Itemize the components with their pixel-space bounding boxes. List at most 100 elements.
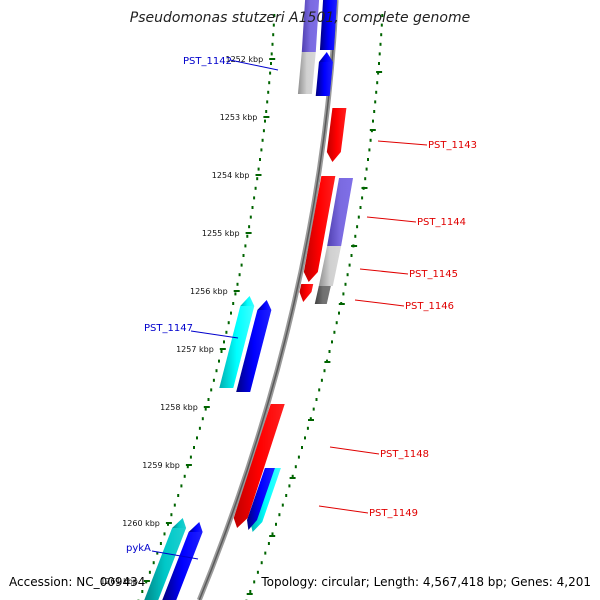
tick-dot-right (320, 378, 323, 382)
tick-dot-right (367, 158, 369, 161)
tick-dot-left (227, 321, 230, 325)
tick-dot-left (210, 388, 213, 392)
gene-leader-line (151, 550, 199, 560)
gene-label-pst-1145[interactable]: PST_1145 (409, 269, 458, 280)
tick-dot-left (225, 330, 228, 334)
gene-label-pst-1149[interactable]: PST_1149 (369, 508, 418, 519)
tick-dot-right (376, 81, 379, 85)
gene-block-pst-1142-blue[interactable] (315, 62, 333, 96)
tick-dot-right (369, 138, 372, 142)
tick-dot-left (220, 350, 223, 353)
tick-dot-left (248, 225, 251, 229)
tick-dot-left (251, 206, 254, 209)
tick-dot-left (256, 177, 259, 181)
gene-leader-line (190, 330, 239, 339)
tick-dot-left (152, 561, 155, 565)
gene-block-pst-1145[interactable] (318, 246, 342, 286)
kbp-tick-left (203, 406, 210, 408)
gene-leader-line (359, 268, 409, 275)
kbp-tick-right (351, 245, 358, 247)
kbp-tick-right (308, 419, 314, 421)
tick-dot-right (249, 590, 252, 593)
tick-dot-left (271, 42, 274, 46)
gene-block-pst-1147-blue[interactable] (236, 310, 272, 392)
tick-dot-right (380, 33, 383, 37)
kbp-tick-label: 1252 kbp (225, 55, 263, 64)
tick-dot-right (335, 321, 338, 325)
kbp-tick-left (255, 174, 262, 176)
kbp-tick-label: 1260 kbp (122, 519, 160, 528)
tick-dot-right (333, 330, 336, 334)
tick-dot-left (269, 71, 272, 75)
tick-dot-left (212, 378, 215, 382)
tick-dot-right (304, 436, 306, 440)
tick-dot-left (268, 81, 271, 85)
kbp-tick-left (185, 464, 192, 466)
tick-dot-left (196, 436, 198, 440)
tick-dot-right (318, 388, 321, 392)
gene-block-pst-1142-blue[interactable] (319, 0, 338, 50)
tick-dot-right (285, 494, 288, 497)
gene-block-pst-1146-dark[interactable] (314, 286, 331, 304)
gene-block-pst-1143[interactable] (326, 108, 347, 162)
tick-dot-right (354, 234, 357, 238)
tick-dot-left (218, 359, 220, 363)
gene-label-pyka[interactable]: pykA (126, 543, 151, 554)
tick-dot-left (198, 426, 201, 430)
kbp-tick-right (324, 361, 331, 363)
tick-dot-right (297, 455, 300, 459)
gene-features (144, 0, 354, 600)
tick-dot-right (338, 311, 340, 315)
tick-dot-left (236, 282, 239, 286)
tick-dot-right (379, 42, 382, 46)
kbp-tick-label: 1257 kbp (176, 345, 214, 354)
gene-block-pst-1146[interactable] (299, 284, 314, 302)
gene-block-pst-1142-blue-head[interactable] (318, 52, 333, 62)
gene-leader-line (377, 140, 428, 146)
tick-dot-left (148, 570, 151, 574)
gene-block-pst-1147-head[interactable] (240, 296, 255, 306)
tick-dot-left (230, 311, 232, 315)
gene-label-pst-1148[interactable]: PST_1148 (380, 449, 429, 460)
gene-block-pst-1142[interactable] (301, 0, 320, 52)
tick-dot-right (342, 292, 345, 296)
gene-label-pst-1143[interactable]: PST_1143 (428, 140, 477, 151)
gene-block-pyka-blue[interactable] (162, 532, 203, 600)
kbp-tick-right (269, 535, 276, 537)
backbone-core (198, 0, 337, 600)
gene-leader-line (229, 59, 279, 71)
gene-block-pst-1147[interactable] (219, 306, 255, 388)
tick-dot-left (259, 158, 261, 161)
tick-marks: 1252 kbp 1253 kbp 1254 kbp 1255 kbp 1256 kbp… (100, 55, 383, 595)
kbp-tick-right (376, 71, 383, 73)
tick-dot-left (167, 522, 169, 526)
kbp-tick-left (263, 116, 270, 118)
gene-label-pst-1144[interactable]: PST_1144 (417, 217, 466, 228)
kbp-tick-label: 1261 kbp (100, 577, 138, 586)
tick-dot-left (238, 273, 241, 277)
gene-block-pst-1147-blue-head[interactable] (257, 300, 272, 310)
tick-dot-left (201, 417, 204, 421)
gene-block-pst-1144-purple[interactable] (327, 178, 354, 246)
tick-dot-left (254, 186, 257, 190)
tick-dot-left (163, 532, 166, 536)
tick-dot-right (364, 177, 367, 181)
gene-block-pyka[interactable] (144, 528, 187, 600)
tick-dot-left (246, 234, 249, 238)
gene-block-pst-1148[interactable] (233, 404, 285, 528)
tick-dot-right (368, 148, 371, 152)
gene-block-pst-1142[interactable] (297, 52, 316, 94)
tick-dot-left (193, 446, 195, 449)
tick-dot-right (323, 369, 326, 373)
backbone-line (196, 0, 339, 600)
gene-leader-line (318, 505, 369, 514)
gene-block-pst-1144[interactable] (303, 176, 336, 282)
gene-block-pyka-head[interactable] (172, 518, 187, 528)
tick-dot-right (271, 532, 274, 536)
gene-label-pst-1142[interactable]: PST_1142 (183, 56, 232, 67)
gene-label-pst-1146[interactable]: PST_1146 (405, 301, 454, 312)
gene-block-pyka-blue-head[interactable] (188, 522, 203, 532)
gene-label-pst-1147[interactable]: PST_1147 (144, 323, 193, 334)
gene-block-pst-1149[interactable] (247, 468, 275, 530)
